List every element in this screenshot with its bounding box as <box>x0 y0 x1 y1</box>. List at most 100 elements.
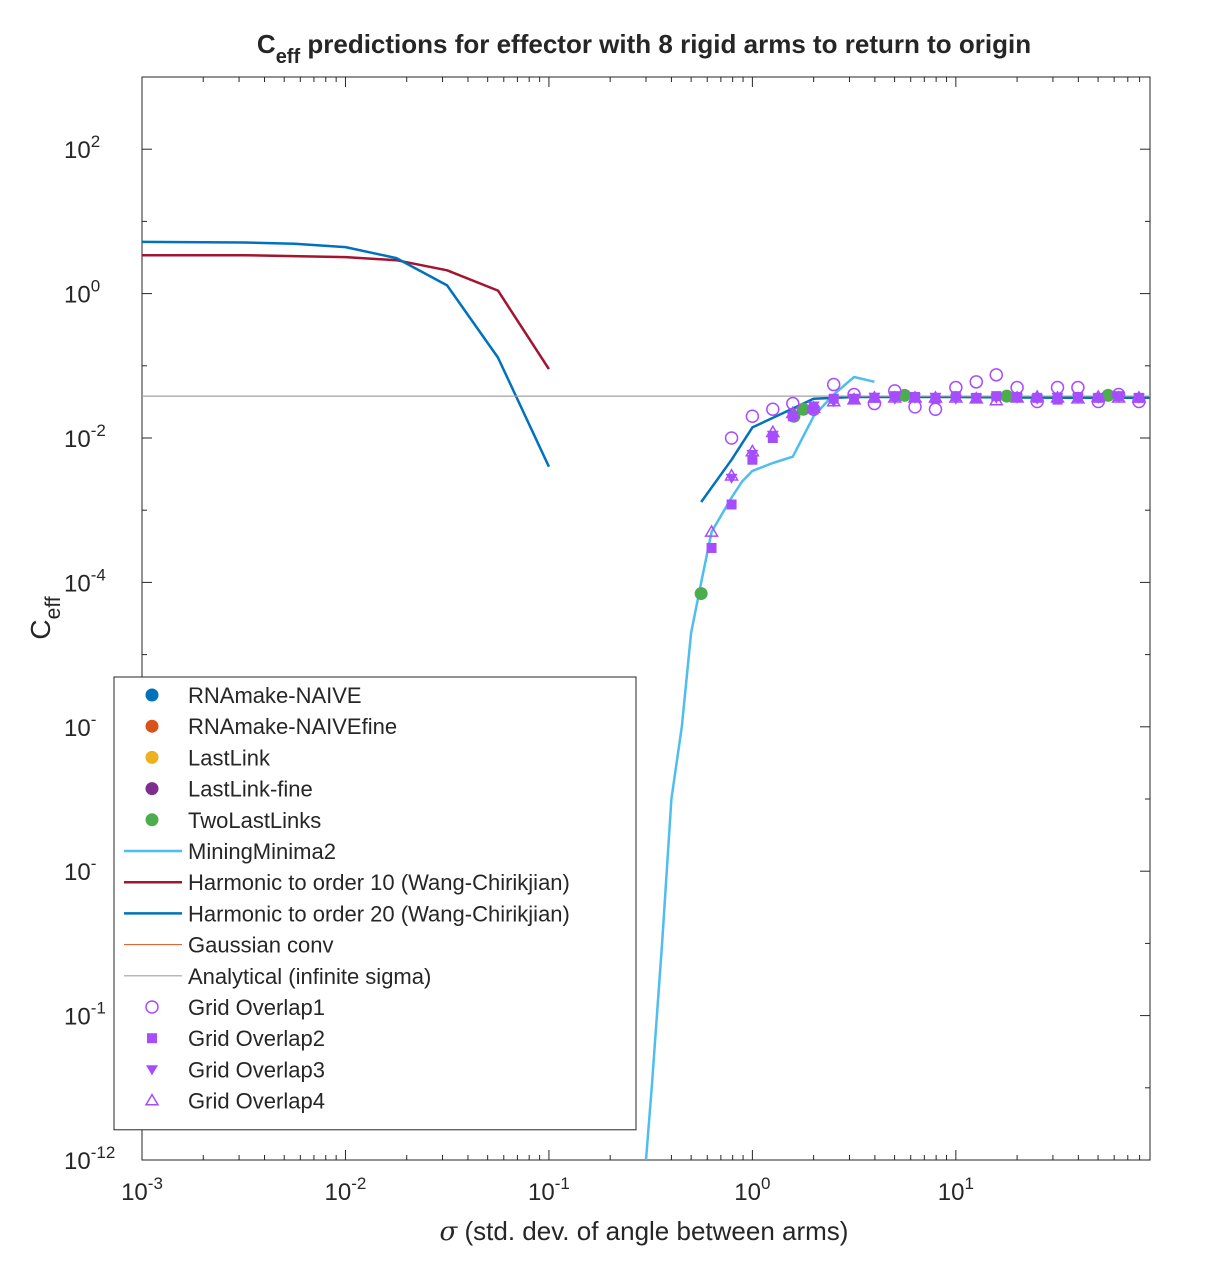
y-axis-label: Ceff <box>25 596 65 639</box>
legend-item-grid-overlap1: Grid Overlap1 <box>145 995 325 1020</box>
legend-swatch-marker <box>147 1033 157 1044</box>
data-point <box>765 424 781 438</box>
svg-text:σ (std. dev. of angle between: σ (std. dev. of angle between arms) <box>440 1216 849 1247</box>
legend-item-lastlink-fine: LastLink-fine <box>145 777 313 802</box>
x-tick-label: 100 <box>734 1174 770 1206</box>
legend-label: Gaussian conv <box>188 933 334 958</box>
y-tick-label-base: 10 <box>64 859 91 886</box>
legend-item-grid-overlap3: Grid Overlap3 <box>146 1057 325 1082</box>
legend-label: Grid Overlap3 <box>188 1057 325 1082</box>
data-point <box>846 392 862 405</box>
data-point <box>826 377 841 392</box>
data-point <box>704 524 719 537</box>
legend-box <box>113 676 637 1131</box>
legend-item-twolastlinks: TwoLastLinks <box>145 808 321 833</box>
data-point <box>807 401 820 412</box>
data-point <box>988 393 1004 406</box>
legend-label: RNAmake-NAIVE <box>188 683 362 708</box>
chart-title: Ceff predictions for effector with 8 rig… <box>257 29 1031 68</box>
data-point <box>1071 393 1084 404</box>
legend-swatch-marker <box>145 1000 159 1014</box>
x-tick-label-base: 10 <box>325 1179 352 1206</box>
legend-item-miningminima2: MiningMinima2 <box>124 839 336 864</box>
legend-swatch-marker <box>144 1093 160 1106</box>
data-point <box>785 405 801 419</box>
data-point <box>826 394 842 407</box>
data-point <box>745 409 760 424</box>
data-layer <box>142 240 1150 1160</box>
data-point <box>970 393 983 404</box>
y-tick-label-exponent: -4 <box>91 565 106 584</box>
data-point <box>1090 389 1106 402</box>
data-point <box>724 468 739 481</box>
data-point <box>868 392 881 403</box>
legend-label: Harmonic to order 20 (Wang-Chirikjian) <box>188 901 570 926</box>
y-tick-label-base: 10 <box>64 570 91 597</box>
data-point <box>989 368 1004 382</box>
data-point <box>1112 392 1125 403</box>
x-tick-label-exponent: 0 <box>761 1174 770 1193</box>
data-point <box>1009 390 1025 403</box>
data-point <box>948 390 964 403</box>
legend: RNAmake-NAIVE RNAmake-NAIVEfine LastLink La… <box>113 676 637 1131</box>
chart-title-main: C <box>257 29 276 59</box>
x-tick-label-base: 10 <box>528 1179 555 1206</box>
legend-label: Grid Overlap1 <box>188 995 325 1020</box>
y-axis-label-main: C <box>25 619 56 639</box>
y-tick-label-base: 10 <box>64 715 91 742</box>
y-tick-label-base: 10 <box>64 137 91 164</box>
data-point <box>1050 390 1065 403</box>
legend-item-grid-overlap2: Grid Overlap2 <box>147 1026 325 1051</box>
y-tick-label-base: 10 <box>64 282 91 309</box>
x-tick-label-base: 10 <box>938 1179 965 1206</box>
x-axis-label-symbol: σ <box>440 1217 459 1247</box>
legend-item-harmonic-to-order-10-wang-chirikjian: Harmonic to order 10 (Wang-Chirikjian) <box>124 870 570 895</box>
y-tick-label-base: 10 <box>64 1148 91 1175</box>
chart-title-subscript: eff <box>276 46 301 68</box>
x-tick-label-base: 10 <box>734 1179 761 1206</box>
x-tick-label-base: 10 <box>121 1179 148 1206</box>
legend-item-lastlink: LastLink <box>145 745 271 770</box>
y-axis-label-subscript: eff <box>42 596 65 619</box>
series-line-harmonic-to-order-20-wang-chirikjian <box>142 240 551 468</box>
y-tick-label-base: 10 <box>64 426 91 453</box>
chart-title-rest: predictions for effector with 8 rigid ar… <box>300 29 1031 59</box>
data-point <box>746 449 759 461</box>
legend-item-rnamake-naivefine: RNAmake-NAIVEfine <box>145 714 397 739</box>
y-tick-label-exponent: 0 <box>91 277 100 296</box>
y-tick-label-exponent: - <box>91 854 97 873</box>
data-point <box>1051 392 1064 403</box>
svg-text:Ceff: Ceff <box>25 596 65 639</box>
x-axis-label: σ (std. dev. of angle between arms) <box>440 1216 849 1247</box>
legend-label: LastLink <box>188 745 271 770</box>
data-point <box>928 390 943 403</box>
data-point <box>867 390 882 403</box>
x-tick-label-exponent: 1 <box>964 1174 973 1193</box>
y-tick-label: 10-2 <box>64 421 106 453</box>
data-point <box>766 402 780 417</box>
legend-swatch-marker <box>145 782 159 796</box>
legend-label: Grid Overlap4 <box>188 1089 325 1114</box>
y-tick-label: 102 <box>64 132 100 164</box>
x-tick-label-exponent: -3 <box>148 1174 163 1193</box>
x-tick-label: 101 <box>938 1174 974 1206</box>
data-point <box>968 391 984 404</box>
legend-item-grid-overlap4: Grid Overlap4 <box>144 1089 325 1114</box>
x-tick-label-exponent: -2 <box>351 1174 366 1193</box>
legend-swatch-marker <box>145 719 159 733</box>
data-point <box>929 392 942 403</box>
x-tick-label: 10-3 <box>121 1174 163 1206</box>
data-point <box>848 394 861 405</box>
series-line-harmonic-to-order-10-wang-chirikjian <box>142 253 550 370</box>
data-point <box>1000 389 1014 403</box>
data-point <box>726 499 737 510</box>
data-point <box>1131 390 1147 403</box>
data-point <box>786 396 800 411</box>
legend-label: Harmonic to order 10 (Wang-Chirikjian) <box>188 870 570 895</box>
y-tick-label: 10-4 <box>64 565 106 597</box>
legend-label: Analytical (infinite sigma) <box>188 964 431 989</box>
data-point <box>887 390 903 403</box>
legend-swatch-marker <box>145 813 159 827</box>
data-point <box>990 393 1003 404</box>
